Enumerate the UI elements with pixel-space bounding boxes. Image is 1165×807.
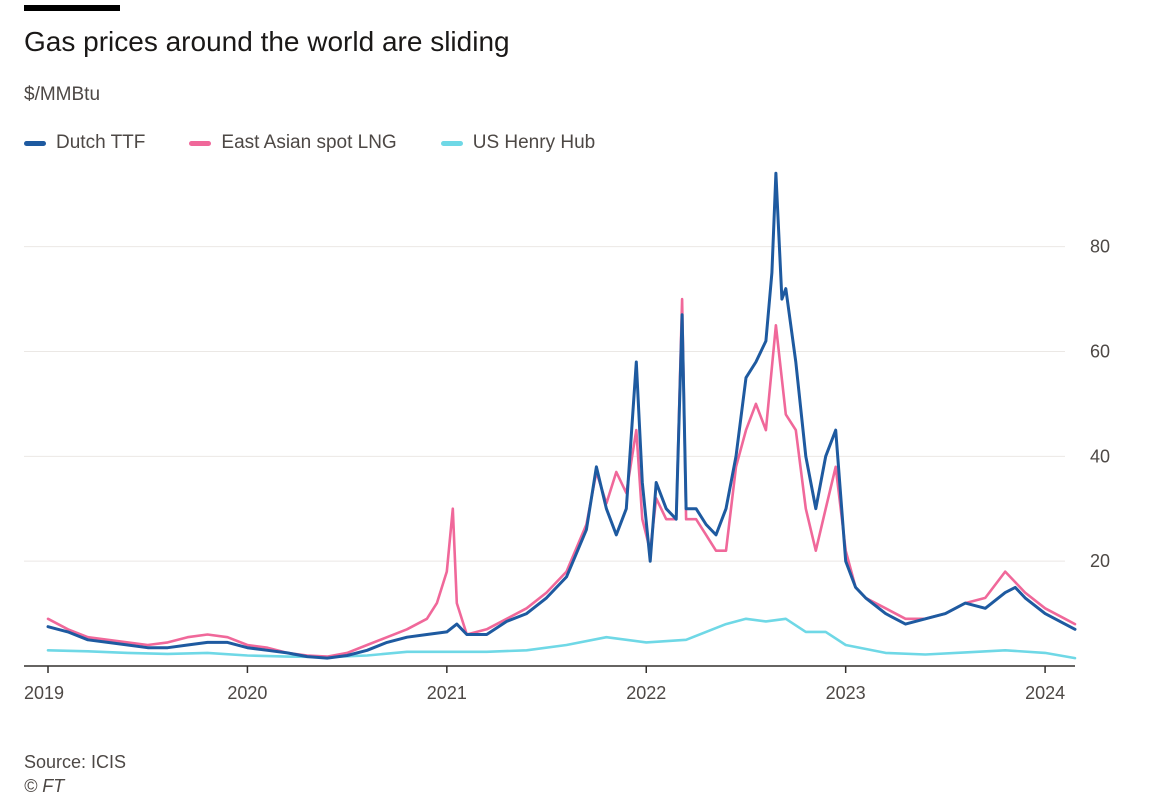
x-tick-label-2020: 2020	[227, 683, 267, 703]
x-axis: 2019 2020 2021 2022 2023 2024	[24, 665, 1075, 703]
copyright-credit: © FT	[24, 776, 65, 796]
legend-swatch-dutch-ttf	[24, 140, 46, 146]
series-line-east-asian-spot-lng	[46, 297, 1077, 658]
x-tick-label-2022: 2022	[626, 683, 666, 703]
legend-item-us-henry-hub: US Henry Hub	[440, 132, 596, 154]
series-lines	[46, 171, 1077, 660]
y-tick-label-20: 20	[1090, 551, 1110, 571]
y-tick-label-60: 60	[1090, 341, 1110, 361]
x-tick-label-2023: 2023	[826, 683, 866, 703]
series-line-dutch-ttf	[46, 171, 1077, 660]
legend-item-dutch-ttf: Dutch TTF	[24, 132, 145, 154]
x-tick-label-2021: 2021	[427, 683, 467, 703]
chart-title: Gas prices around the world are sliding	[24, 26, 510, 57]
legend-swatch-east-asian-lng	[189, 140, 212, 146]
chart-subtitle: $/MMBtu	[24, 84, 101, 105]
legend-swatch-us-henry-hub	[440, 140, 463, 146]
footer: Source: ICIS © FT	[24, 750, 126, 798]
grid-lines	[24, 246, 1065, 562]
legend-label-us-henry-hub: US Henry Hub	[472, 132, 596, 153]
legend-label-east-asian-lng: East Asian spot LNG	[221, 132, 397, 153]
x-tick-label-2024: 2024	[1025, 683, 1065, 703]
legend-label-dutch-ttf: Dutch TTF	[56, 132, 146, 153]
series-line-us-henry-hub	[46, 617, 1077, 660]
source-note: Source: ICIS	[24, 752, 127, 772]
legend-item-east-asian-lng: East Asian spot LNG	[189, 132, 397, 154]
legend: Dutch TTF East Asian spot LNG US Henry H…	[24, 132, 595, 154]
x-tick-label-2019: 2019	[24, 683, 64, 703]
brand-bar	[24, 5, 120, 11]
y-axis-labels: 20 40 60 80	[1090, 237, 1110, 572]
y-tick-label-40: 40	[1090, 446, 1110, 466]
y-tick-label-80: 80	[1090, 237, 1110, 257]
line-chart: 20 40 60 80 2019 2020 2021 2022 2023 2024	[24, 171, 1110, 703]
